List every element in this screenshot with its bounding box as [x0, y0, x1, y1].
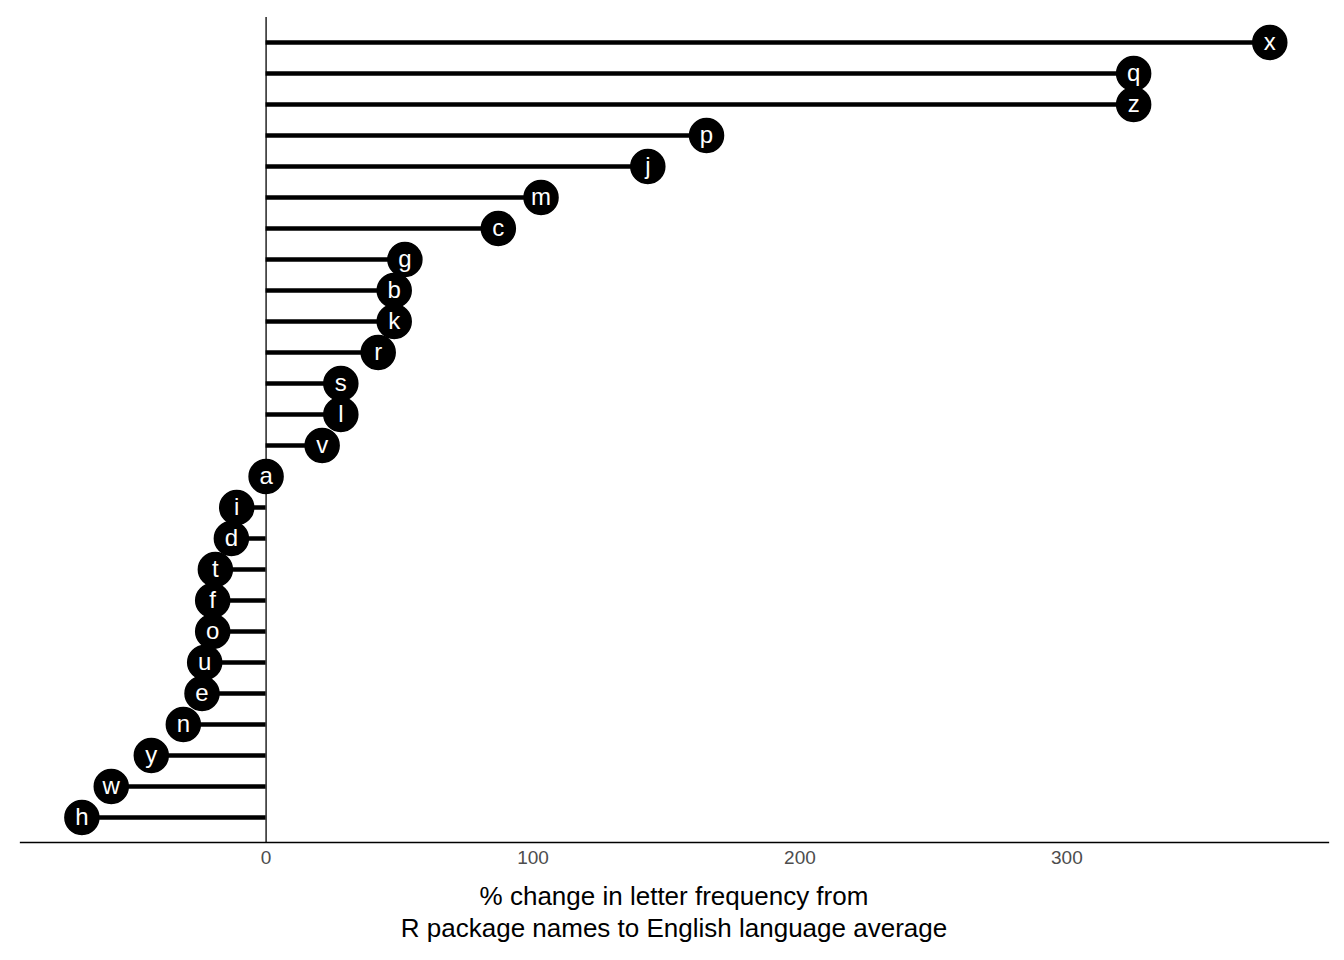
- svg-text:m: m: [531, 183, 551, 210]
- svg-text:h: h: [75, 803, 88, 830]
- svg-text:t: t: [212, 555, 219, 582]
- svg-text:e: e: [195, 679, 208, 706]
- svg-text:n: n: [177, 710, 190, 737]
- svg-text:q: q: [1127, 59, 1140, 86]
- svg-text:p: p: [700, 121, 713, 148]
- svg-text:300: 300: [1051, 847, 1083, 868]
- svg-text:c: c: [492, 214, 504, 241]
- svg-text:0: 0: [261, 847, 272, 868]
- svg-text:g: g: [398, 245, 411, 272]
- svg-text:o: o: [206, 617, 219, 644]
- svg-text:f: f: [209, 586, 216, 613]
- svg-text:100: 100: [517, 847, 549, 868]
- svg-text:a: a: [259, 462, 273, 489]
- svg-text:k: k: [388, 307, 401, 334]
- svg-text:u: u: [198, 648, 211, 675]
- svg-text:b: b: [388, 276, 401, 303]
- svg-text:z: z: [1128, 90, 1140, 117]
- svg-text:r: r: [374, 338, 382, 365]
- svg-text:d: d: [225, 524, 238, 551]
- svg-text:x: x: [1264, 28, 1276, 55]
- svg-text:v: v: [316, 431, 328, 458]
- svg-text:i: i: [234, 493, 239, 520]
- svg-text:w: w: [102, 772, 121, 799]
- svg-text:y: y: [145, 741, 157, 768]
- svg-text:200: 200: [784, 847, 816, 868]
- svg-text:s: s: [335, 369, 347, 396]
- svg-text:l: l: [338, 400, 343, 427]
- html-text:% change in letter frequency f: % change in letter frequency from R pack…: [400, 881, 948, 943]
- svg-text:j: j: [644, 152, 650, 179]
